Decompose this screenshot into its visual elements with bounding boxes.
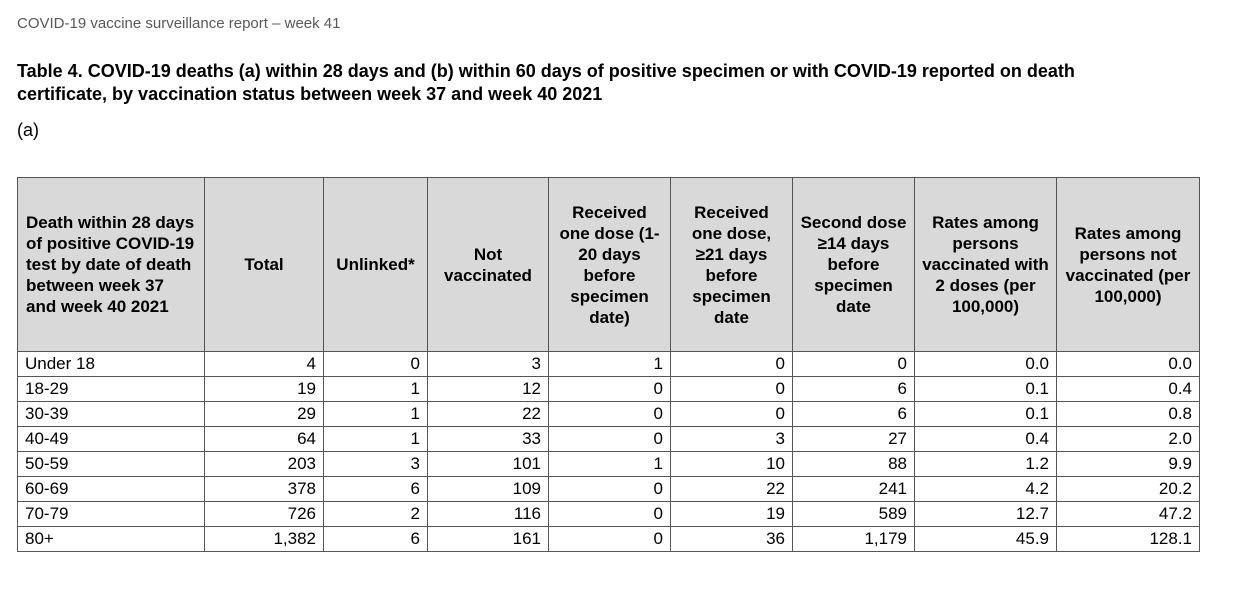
cell-rate-vaccinated: 0.0 [914, 351, 1057, 377]
cell-unlinked: 2 [323, 501, 428, 527]
cell-second-dose: 6 [792, 376, 915, 402]
cell-rate-not-vaccinated: 128.1 [1056, 526, 1200, 552]
cell-rate-vaccinated: 1.2 [914, 451, 1057, 477]
column-header-group: Death within 28 days of positive COVID-1… [17, 177, 205, 352]
cell-second-dose: 6 [792, 401, 915, 427]
cell-total: 4 [204, 351, 324, 377]
cell-second-dose: 1,179 [792, 526, 915, 552]
cell-rate-vaccinated: 12.7 [914, 501, 1057, 527]
cell-group: 80+ [17, 526, 205, 552]
cell-unlinked: 6 [323, 526, 428, 552]
cell-second-dose: 0 [792, 351, 915, 377]
column-header-rate-vaccinated: Rates among persons vaccinated with 2 do… [914, 177, 1057, 352]
cell-one-dose-21: 0 [670, 351, 793, 377]
cell-one-dose-21: 0 [670, 376, 793, 402]
cell-second-dose: 241 [792, 476, 915, 502]
cell-not-vaccinated: 109 [427, 476, 549, 502]
cell-one-dose-21: 3 [670, 426, 793, 452]
cell-one-dose-21: 19 [670, 501, 793, 527]
table-row: 30-39 29 1 22 0 0 6 0.1 0.8 [17, 401, 1200, 427]
cell-rate-not-vaccinated: 0.0 [1056, 351, 1200, 377]
cell-group: 70-79 [17, 501, 205, 527]
cell-not-vaccinated: 22 [427, 401, 549, 427]
running-header: COVID-19 vaccine surveillance report – w… [17, 15, 341, 32]
cell-total: 726 [204, 501, 324, 527]
cell-rate-not-vaccinated: 2.0 [1056, 426, 1200, 452]
deaths-by-vaccination-table: Death within 28 days of positive COVID-1… [17, 177, 1200, 552]
column-header-unlinked: Unlinked* [323, 177, 428, 352]
cell-one-dose-1-20: 0 [548, 426, 671, 452]
cell-rate-vaccinated: 0.1 [914, 376, 1057, 402]
column-header-rate-not-vaccinated: Rates among persons not vaccinated (per … [1056, 177, 1200, 352]
cell-total: 29 [204, 401, 324, 427]
cell-unlinked: 6 [323, 476, 428, 502]
cell-total: 64 [204, 426, 324, 452]
cell-not-vaccinated: 101 [427, 451, 549, 477]
cell-group: 50-59 [17, 451, 205, 477]
cell-rate-not-vaccinated: 47.2 [1056, 501, 1200, 527]
table-row: Under 18 4 0 3 1 0 0 0.0 0.0 [17, 351, 1200, 377]
table-row: 40-49 64 1 33 0 3 27 0.4 2.0 [17, 426, 1200, 452]
cell-not-vaccinated: 3 [427, 351, 549, 377]
cell-group: 18-29 [17, 376, 205, 402]
column-header-total: Total [204, 177, 324, 352]
table-row: 18-29 19 1 12 0 0 6 0.1 0.4 [17, 376, 1200, 402]
cell-not-vaccinated: 161 [427, 526, 549, 552]
column-header-second-dose: Second dose ≥14 days before specimen dat… [792, 177, 915, 352]
cell-total: 19 [204, 376, 324, 402]
table-part-label: (a) [17, 120, 39, 140]
cell-unlinked: 0 [323, 351, 428, 377]
cell-not-vaccinated: 33 [427, 426, 549, 452]
column-header-one-dose-21: Received one dose, ≥21 days before speci… [670, 177, 793, 352]
column-header-not-vaccinated: Not vaccinated [427, 177, 549, 352]
table-title: Table 4. COVID-19 deaths (a) within 28 d… [17, 61, 1075, 104]
cell-one-dose-1-20: 1 [548, 351, 671, 377]
cell-second-dose: 589 [792, 501, 915, 527]
cell-total: 378 [204, 476, 324, 502]
table-row: 70-79 726 2 116 0 19 589 12.7 47.2 [17, 501, 1200, 527]
cell-group: 40-49 [17, 426, 205, 452]
cell-one-dose-1-20: 0 [548, 401, 671, 427]
table-header-row: Death within 28 days of positive COVID-1… [17, 177, 1200, 352]
cell-group: Under 18 [17, 351, 205, 377]
cell-rate-vaccinated: 45.9 [914, 526, 1057, 552]
cell-total: 1,382 [204, 526, 324, 552]
cell-group: 30-39 [17, 401, 205, 427]
cell-group: 60-69 [17, 476, 205, 502]
cell-rate-not-vaccinated: 0.8 [1056, 401, 1200, 427]
cell-rate-not-vaccinated: 0.4 [1056, 376, 1200, 402]
cell-not-vaccinated: 116 [427, 501, 549, 527]
cell-one-dose-21: 36 [670, 526, 793, 552]
cell-unlinked: 1 [323, 376, 428, 402]
cell-rate-vaccinated: 4.2 [914, 476, 1057, 502]
cell-one-dose-1-20: 1 [548, 451, 671, 477]
cell-one-dose-1-20: 0 [548, 376, 671, 402]
column-header-one-dose-1-20: Received one dose (1-20 days before spec… [548, 177, 671, 352]
cell-second-dose: 88 [792, 451, 915, 477]
cell-one-dose-1-20: 0 [548, 501, 671, 527]
cell-rate-not-vaccinated: 9.9 [1056, 451, 1200, 477]
cell-total: 203 [204, 451, 324, 477]
cell-second-dose: 27 [792, 426, 915, 452]
cell-one-dose-1-20: 0 [548, 476, 671, 502]
table-row: 60-69 378 6 109 0 22 241 4.2 20.2 [17, 476, 1200, 502]
table-row: 50-59 203 3 101 1 10 88 1.2 9.9 [17, 451, 1200, 477]
cell-not-vaccinated: 12 [427, 376, 549, 402]
cell-one-dose-21: 22 [670, 476, 793, 502]
cell-rate-not-vaccinated: 20.2 [1056, 476, 1200, 502]
cell-unlinked: 1 [323, 426, 428, 452]
table-row: 80+ 1,382 6 161 0 36 1,179 45.9 128.1 [17, 526, 1200, 552]
cell-unlinked: 1 [323, 401, 428, 427]
cell-rate-vaccinated: 0.4 [914, 426, 1057, 452]
cell-unlinked: 3 [323, 451, 428, 477]
cell-one-dose-21: 10 [670, 451, 793, 477]
cell-rate-vaccinated: 0.1 [914, 401, 1057, 427]
cell-one-dose-1-20: 0 [548, 526, 671, 552]
cell-one-dose-21: 0 [670, 401, 793, 427]
